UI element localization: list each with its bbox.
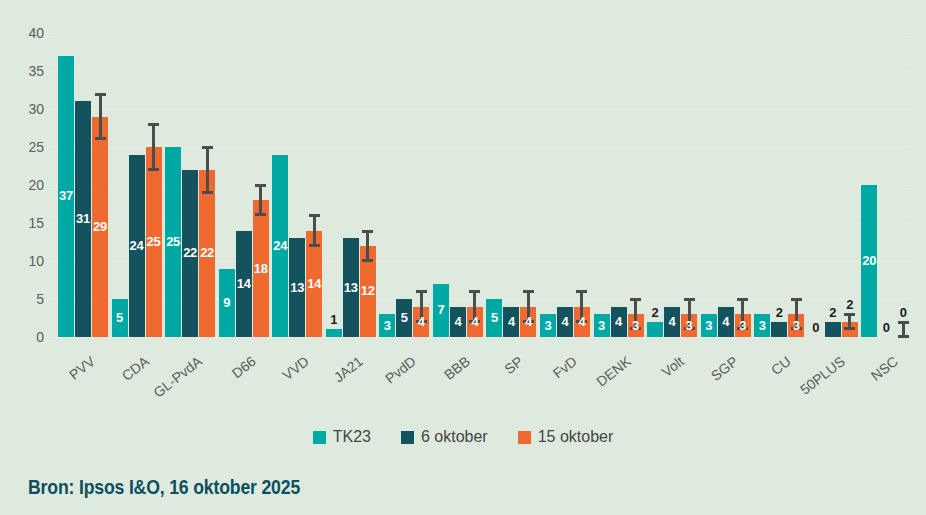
error-bar-cap	[309, 244, 320, 247]
y-tick-label: 5	[0, 291, 44, 307]
source-caption: Bron: Ipsos I&O, 16 oktober 2025	[28, 475, 300, 499]
bar-value-label: 0	[890, 305, 916, 321]
seat-poll-chart: 0510152025303540373129PVV52425CDA252222G…	[0, 0, 926, 515]
error-bar-cap	[844, 327, 855, 330]
error-bar-cap	[202, 191, 213, 194]
gridline	[50, 33, 910, 34]
error-bar-cap	[362, 230, 373, 233]
gridline	[50, 109, 910, 110]
error-bar-cap	[898, 335, 909, 338]
legend-item: 6 oktober	[401, 428, 488, 446]
error-bar-cap	[630, 298, 641, 301]
legend-swatch	[313, 431, 326, 444]
error-bar-cap	[95, 93, 106, 96]
legend-item: 15 oktober	[518, 428, 614, 446]
error-bar-cap	[148, 168, 159, 171]
error-bar-cap	[898, 321, 909, 324]
gridline	[50, 71, 910, 72]
y-tick-label: 0	[0, 329, 44, 345]
bar-value-label: 29	[87, 219, 113, 235]
error-bar-cap	[576, 290, 587, 293]
error-bar-cap	[684, 298, 695, 301]
error-bar	[99, 94, 102, 140]
bar-value-label: 2	[837, 297, 863, 313]
y-tick-label: 15	[0, 215, 44, 231]
legend-label: TK23	[333, 428, 371, 446]
y-tick-label: 10	[0, 253, 44, 269]
legend-item: TK23	[313, 428, 371, 446]
error-bar-cap	[255, 184, 266, 187]
error-bar	[259, 185, 262, 215]
error-bar-cap	[362, 259, 373, 262]
y-tick-label: 40	[0, 25, 44, 41]
error-bar-cap	[202, 146, 213, 149]
y-tick-label: 35	[0, 63, 44, 79]
error-bar-cap	[309, 214, 320, 217]
bar	[825, 322, 841, 337]
y-tick-label: 20	[0, 177, 44, 193]
error-bar-cap	[523, 290, 534, 293]
error-bar-cap	[95, 137, 106, 140]
error-bar-cap	[791, 298, 802, 301]
error-bar-cap	[255, 213, 266, 216]
y-tick-label: 25	[0, 139, 44, 155]
bar-value-label: 12	[355, 283, 381, 299]
gridline	[50, 337, 910, 338]
error-bar	[206, 147, 209, 193]
bar-value-label: 18	[248, 261, 274, 277]
bar-value-label: 14	[301, 276, 327, 292]
bar	[326, 329, 342, 337]
bar-value-label: 20	[856, 253, 882, 269]
legend-label: 15 oktober	[538, 428, 614, 446]
legend-swatch	[518, 431, 531, 444]
error-bar-cap	[844, 313, 855, 316]
legend-swatch	[401, 431, 414, 444]
error-bar-cap	[737, 298, 748, 301]
error-bar	[366, 231, 369, 261]
y-tick-label: 30	[0, 101, 44, 117]
error-bar	[152, 124, 155, 170]
error-bar-cap	[416, 290, 427, 293]
error-bar-cap	[469, 290, 480, 293]
legend-label: 6 oktober	[421, 428, 488, 446]
error-bar	[313, 215, 316, 245]
error-bar-cap	[148, 123, 159, 126]
legend: TK23 6 oktober 15 oktober	[0, 428, 926, 446]
bar-value-label: 22	[194, 245, 220, 261]
bar-value-label: 0	[873, 320, 899, 336]
